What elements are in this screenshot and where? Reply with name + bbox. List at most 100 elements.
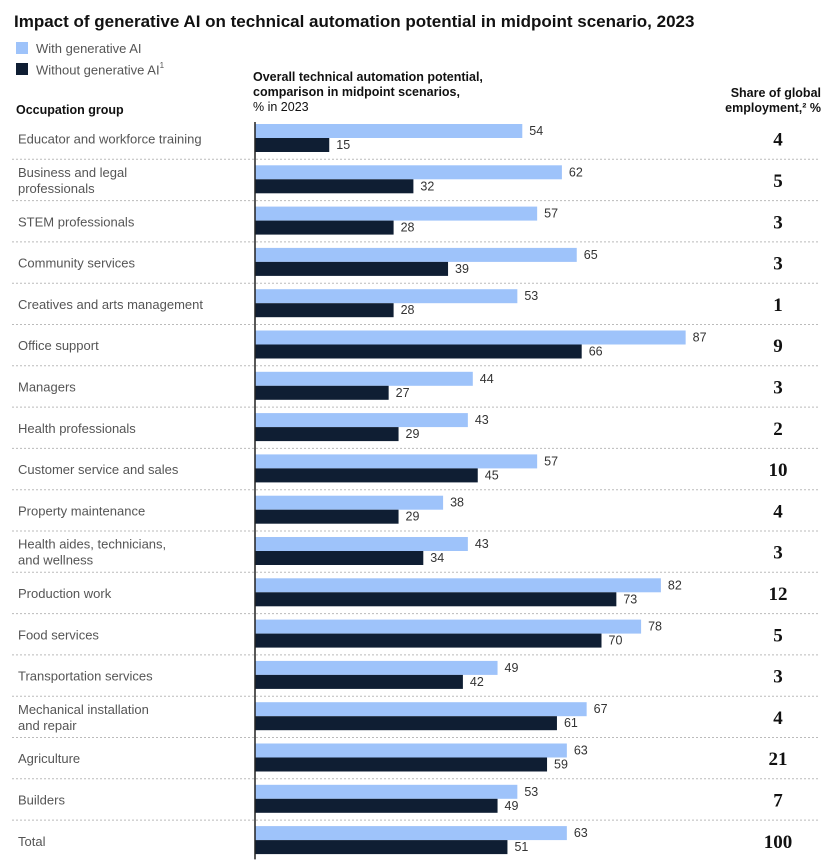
row-label: Creatives and arts management [18, 297, 203, 312]
bar-with-generative-ai [255, 537, 468, 551]
bar-without-generative-ai [255, 675, 463, 689]
bar-without-generative-ai [255, 386, 389, 400]
value-label-with: 53 [524, 785, 538, 799]
row-label: Agriculture [18, 751, 80, 766]
share-value: 4 [773, 130, 783, 151]
value-label-without: 42 [470, 675, 484, 689]
row-label: Educator and workforce training [18, 132, 202, 147]
share-value: 9 [773, 336, 783, 357]
bar-with-generative-ai [255, 454, 537, 468]
value-label-with: 63 [574, 826, 588, 840]
value-label-with: 49 [505, 661, 519, 675]
share-value: 4 [773, 708, 783, 729]
bar-without-generative-ai [255, 799, 498, 813]
share-value: 1 [773, 295, 783, 316]
row-label: Builders [18, 792, 65, 807]
value-label-without: 28 [401, 221, 415, 235]
bar-with-generative-ai [255, 413, 468, 427]
value-label-without: 29 [406, 427, 420, 441]
bar-without-generative-ai [255, 303, 394, 317]
share-value: 2 [773, 419, 783, 440]
value-label-without: 34 [430, 551, 444, 565]
value-label-without: 27 [396, 386, 410, 400]
bar-without-generative-ai [255, 510, 399, 524]
share-value: 3 [773, 667, 783, 688]
value-label-without: 66 [589, 345, 603, 359]
value-label-with: 67 [594, 702, 608, 716]
row-label-line1: Health aides, technicians, [18, 537, 166, 552]
bar-with-generative-ai [255, 620, 641, 634]
row-label: Production work [18, 586, 112, 601]
row-label: Community services [18, 256, 136, 271]
bar-without-generative-ai [255, 840, 507, 854]
value-label-without: 29 [406, 510, 420, 524]
bar-without-generative-ai [255, 179, 413, 193]
bar-without-generative-ai [255, 551, 423, 565]
bar-with-generative-ai [255, 702, 587, 716]
value-label-with: 65 [584, 248, 598, 262]
value-label-with: 43 [475, 413, 489, 427]
bar-with-generative-ai [255, 289, 517, 303]
bar-with-generative-ai [255, 785, 517, 799]
bar-with-generative-ai [255, 578, 661, 592]
bar-without-generative-ai [255, 758, 547, 772]
value-label-with: 82 [668, 578, 682, 592]
value-label-with: 38 [450, 496, 464, 510]
share-value: 4 [773, 501, 783, 522]
value-label-with: 63 [574, 744, 588, 758]
value-label-without: 59 [554, 758, 568, 772]
row-label-line1: Business and legal [18, 165, 127, 180]
bar-with-generative-ai [255, 372, 473, 386]
value-label-without: 32 [420, 179, 434, 193]
share-value: 3 [773, 543, 783, 564]
share-value: 3 [773, 254, 783, 275]
row-label-line2: and wellness [18, 553, 94, 568]
bar-with-generative-ai [255, 744, 567, 758]
value-label-with: 78 [648, 620, 662, 634]
bar-with-generative-ai [255, 331, 686, 345]
bar-without-generative-ai [255, 427, 399, 441]
bar-without-generative-ai [255, 592, 616, 606]
value-label-without: 61 [564, 716, 578, 730]
value-label-with: 44 [480, 372, 494, 386]
row-label: STEM professionals [18, 214, 135, 229]
share-value: 3 [773, 212, 783, 233]
row-label-line1: Mechanical installation [18, 702, 149, 717]
share-value: 100 [764, 832, 793, 853]
share-value: 5 [773, 171, 783, 192]
value-label-with: 62 [569, 165, 583, 179]
value-label-without: 45 [485, 468, 499, 482]
bar-with-generative-ai [255, 165, 562, 179]
bar-without-generative-ai [255, 221, 394, 235]
bar-with-generative-ai [255, 496, 443, 510]
share-value: 21 [769, 749, 788, 770]
value-label-without: 28 [401, 303, 415, 317]
share-value: 7 [773, 790, 783, 811]
row-label: Property maintenance [18, 503, 145, 518]
value-label-with: 57 [544, 207, 558, 221]
value-label-with: 57 [544, 454, 558, 468]
bar-without-generative-ai [255, 716, 557, 730]
row-label: Office support [18, 338, 99, 353]
row-label: Health professionals [18, 421, 136, 436]
bar-with-generative-ai [255, 248, 577, 262]
share-value: 10 [769, 460, 788, 481]
bar-without-generative-ai [255, 345, 582, 359]
bar-with-generative-ai [255, 207, 537, 221]
bar-chart: 5415Educator and workforce training 46232… [0, 0, 833, 864]
row-label: Total [18, 834, 46, 849]
bar-without-generative-ai [255, 634, 602, 648]
value-label-with: 54 [529, 124, 543, 138]
value-label-without: 70 [609, 634, 623, 648]
row-label: Customer service and sales [18, 462, 179, 477]
value-label-without: 51 [514, 840, 528, 854]
share-value: 3 [773, 377, 783, 398]
bar-without-generative-ai [255, 138, 329, 152]
row-label-line2: professionals [18, 181, 95, 196]
row-label-line2: and repair [18, 718, 77, 733]
value-label-with: 87 [693, 331, 707, 345]
row-label: Food services [18, 627, 99, 642]
bar-with-generative-ai [255, 661, 498, 675]
value-label-without: 73 [623, 592, 637, 606]
value-label-without: 39 [455, 262, 469, 276]
